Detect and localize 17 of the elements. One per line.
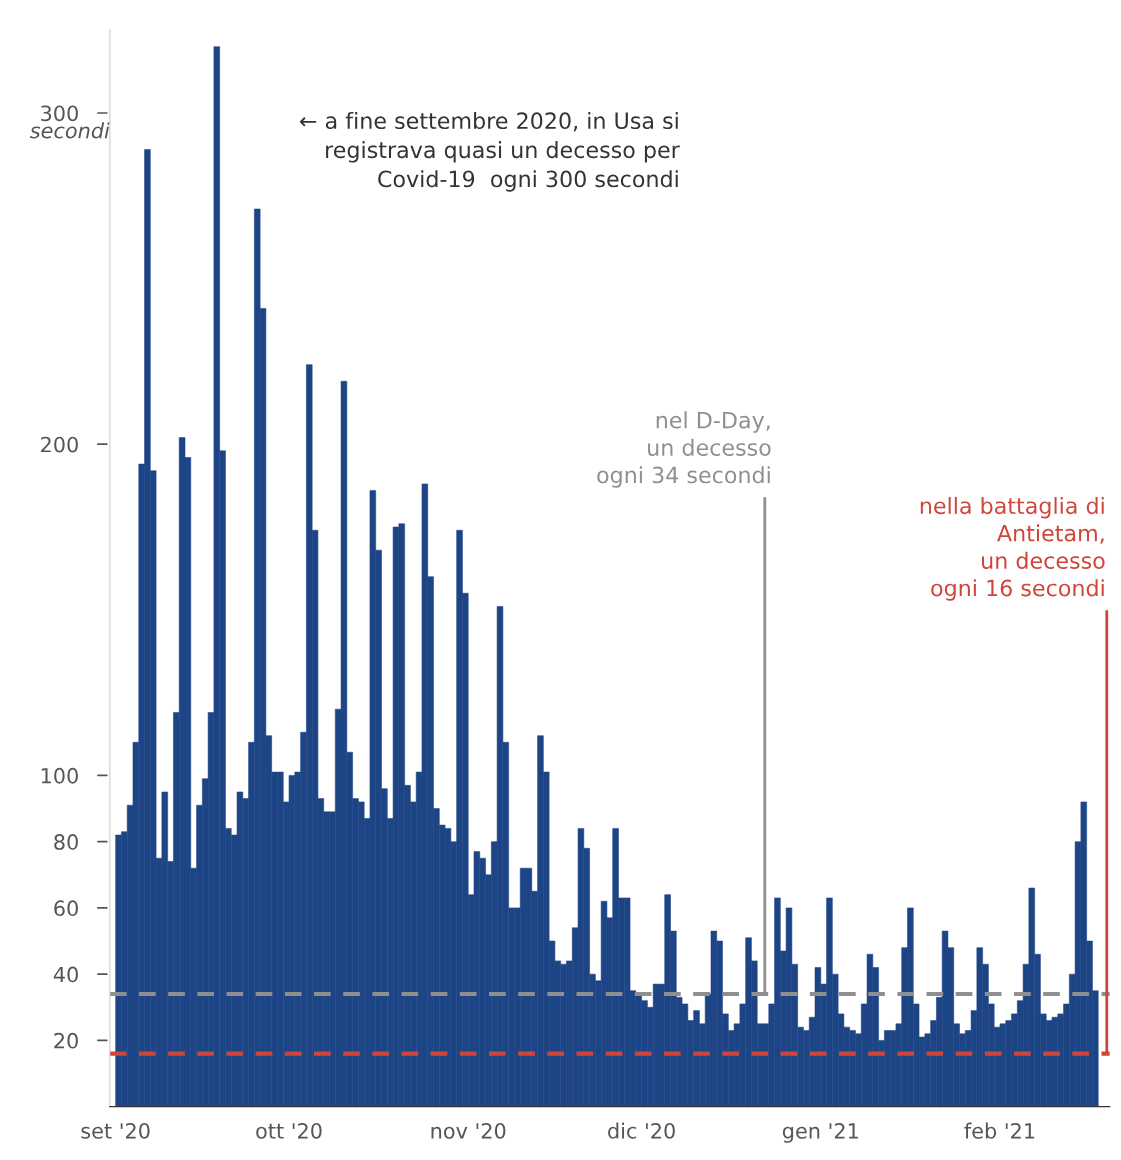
y-axis-title: secondi	[30, 122, 110, 139]
y-tick-label: 300	[41, 105, 78, 122]
x-tick-label: gen '21	[782, 1122, 858, 1143]
y-tick-label: 60	[54, 900, 78, 917]
y-tick-label: 40	[53, 966, 78, 983]
ref-line-label: nella battaglia di Antietam, un decesso ogni 16 secondi	[920, 496, 1105, 601]
x-tick-label: nov '20	[431, 1122, 506, 1139]
annotation: ← a fine settembre 2020, in Usa si registrava quasi un decesso per Covid-19 ogni 300 secondi	[299, 111, 680, 192]
x-tick-label: dic '20	[608, 1122, 675, 1139]
y-tick-label: 200	[41, 436, 78, 453]
x-tick-label: set '20	[81, 1122, 150, 1139]
x-tick-label: feb '21	[964, 1122, 1035, 1139]
ref-line-label: nel D-Day, un decesso ogni 34 secondi	[597, 411, 771, 488]
y-tick-label: 100	[41, 767, 78, 784]
x-tick-label: ott '20	[256, 1122, 322, 1139]
y-tick-label: 20	[54, 1032, 78, 1049]
y-tick-label: 80	[54, 834, 78, 850]
